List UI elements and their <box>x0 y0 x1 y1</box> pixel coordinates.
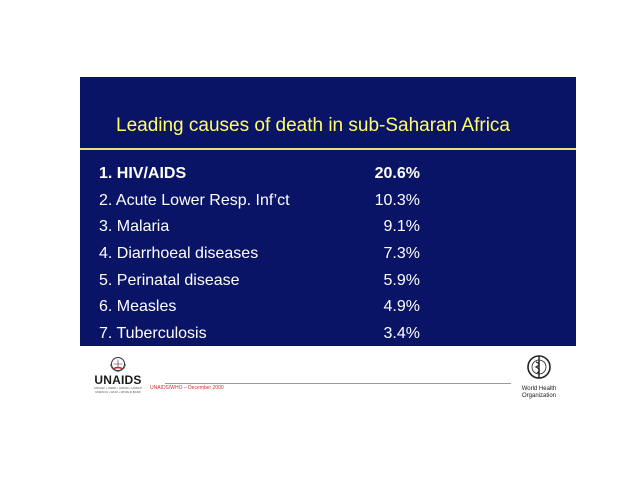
cause-value: 4.9% <box>383 298 420 316</box>
title-divider <box>80 148 576 150</box>
cause-value: 7.3% <box>383 245 420 263</box>
cause-value: 5.9% <box>383 271 420 289</box>
footer-reference: UNAIDS/WHO – December 2000 <box>150 385 224 391</box>
cause-label: 5. Perinatal disease <box>99 271 240 289</box>
cause-value: 20.6% <box>374 165 420 182</box>
unaids-cosponsors: UNICEF • UNDP • UNFPA • UNDCP UNESCO • W… <box>93 386 143 394</box>
cause-label: 4. Diarrhoeal diseases <box>99 245 259 263</box>
cause-label: 2. Acute Lower Resp. Inf’ct <box>99 191 290 209</box>
slide-title: Leading causes of death in sub-Saharan A… <box>116 115 510 136</box>
cause-value: 9.1% <box>383 218 420 236</box>
causes-values: 20.6% 10.3% 9.1% 7.3% 5.9% 4.9% 3.4% <box>370 161 420 348</box>
slide: Leading causes of death in sub-Saharan A… <box>80 77 576 346</box>
who-emblem-icon <box>527 355 551 379</box>
unaids-wordmark: UNAIDS <box>94 373 142 387</box>
cause-value: 3.4% <box>383 325 420 343</box>
causes-list: 1. HIV/AIDS 2. Acute Lower Resp. Inf’ct … <box>99 161 319 348</box>
footer-divider <box>165 383 511 384</box>
unaids-logo: UNAIDS UNICEF • UNDP • UNFPA • UNDCP UNE… <box>90 355 146 407</box>
cause-label: 6. Measles <box>99 298 177 316</box>
un-emblem-icon <box>110 357 126 372</box>
cause-label: 3. Malaria <box>99 218 170 236</box>
cause-value: 10.3% <box>374 191 420 209</box>
who-wordmark: World Health Organization <box>521 386 557 399</box>
who-logo: World Health Organization <box>519 353 559 403</box>
cause-label: 7. Tuberculosis <box>99 325 207 343</box>
cause-label: 1. HIV/AIDS <box>99 165 187 182</box>
